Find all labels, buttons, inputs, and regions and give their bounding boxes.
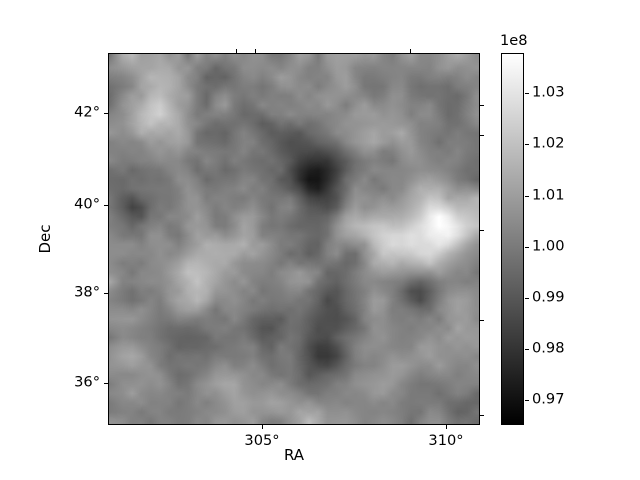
right-grid-tick-2 (480, 230, 484, 232)
colorbar-tick-mark-4 (525, 298, 529, 300)
colorbar-tick-label-5: 0.98 (532, 339, 565, 357)
colorbar-gradient[interactable] (501, 53, 524, 425)
right-grid-tick-0 (480, 105, 484, 107)
colorbar-tick-mark-2 (525, 196, 529, 198)
y-tick-label-0: 42° (74, 103, 100, 121)
right-grid-tick-4 (480, 415, 484, 417)
colorbar-tick-mark-5 (525, 349, 529, 351)
sky-image-heatmap (109, 54, 479, 424)
top-grid-tick-0 (236, 49, 238, 53)
x-axis-label: RA (283, 446, 305, 464)
x-tick-mark-1 (446, 425, 448, 429)
top-grid-tick-2 (410, 49, 412, 53)
colorbar-tick-mark-3 (525, 247, 529, 249)
sky-image-axes[interactable] (108, 53, 480, 425)
colorbar-tick-label-0: 1.03 (532, 83, 565, 101)
y-tick-label-3: 36° (74, 373, 100, 391)
y-tick-mark-0 (104, 113, 108, 115)
colorbar-tick-label-3: 1.00 (532, 237, 565, 255)
right-grid-tick-1 (480, 135, 484, 137)
colorbar-tick-label-6: 0.97 (532, 390, 565, 408)
y-tick-label-1: 40° (74, 195, 100, 213)
colorbar-tick-mark-0 (525, 93, 529, 95)
colorbar-tick-label-4: 0.99 (532, 288, 565, 306)
x-tick-label-1: 310° (428, 432, 464, 449)
y-axis-label: Dec (36, 224, 54, 254)
top-grid-tick-1 (255, 49, 257, 53)
colorbar-offset-text: 1e8 (500, 32, 528, 49)
colorbar-tick-mark-6 (525, 400, 529, 402)
y-tick-mark-1 (104, 205, 108, 207)
colorbar-tick-label-1: 1.02 (532, 134, 565, 152)
colorbar-tick-mark-1 (525, 144, 529, 146)
y-tick-mark-2 (104, 293, 108, 295)
right-grid-tick-3 (480, 320, 484, 322)
y-tick-label-2: 38° (74, 283, 100, 301)
x-tick-mark-0 (262, 425, 264, 429)
x-tick-label-0: 305° (244, 432, 280, 449)
colorbar-tick-label-2: 1.01 (532, 186, 565, 204)
y-tick-mark-3 (104, 383, 108, 385)
